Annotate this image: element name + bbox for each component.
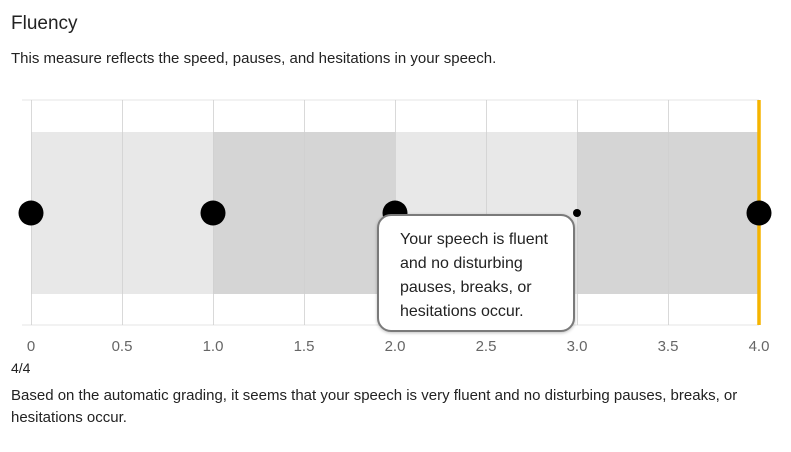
data-point bbox=[18, 200, 44, 226]
section-title: Fluency bbox=[11, 13, 78, 34]
tick-label: 1.0 bbox=[203, 338, 224, 355]
tick-label: 0 bbox=[27, 338, 35, 355]
section-description: This measure reflects the speed, pauses,… bbox=[11, 50, 497, 67]
result-summary: Based on the automatic grading, it seems… bbox=[11, 387, 738, 426]
tick-label: 2.5 bbox=[476, 338, 497, 355]
tick-label: 3.5 bbox=[658, 338, 679, 355]
tick-label: 3.0 bbox=[567, 338, 588, 355]
data-point bbox=[200, 200, 226, 226]
tick-label: 4.0 bbox=[749, 338, 770, 355]
tick-label: 1.5 bbox=[294, 338, 315, 355]
fluency-chart: 0 0.5 1.0 1.5 2.0 2.5 3.0 3.5 4.0 bbox=[18, 99, 772, 355]
data-point bbox=[573, 209, 581, 217]
tick-label: 2.0 bbox=[385, 338, 406, 355]
tooltip-bubble: Your speech is fluent and no disturbing … bbox=[377, 214, 575, 332]
tick-label: 0.5 bbox=[112, 338, 133, 355]
score-value: 4/4 bbox=[11, 360, 31, 376]
data-point bbox=[746, 200, 772, 226]
